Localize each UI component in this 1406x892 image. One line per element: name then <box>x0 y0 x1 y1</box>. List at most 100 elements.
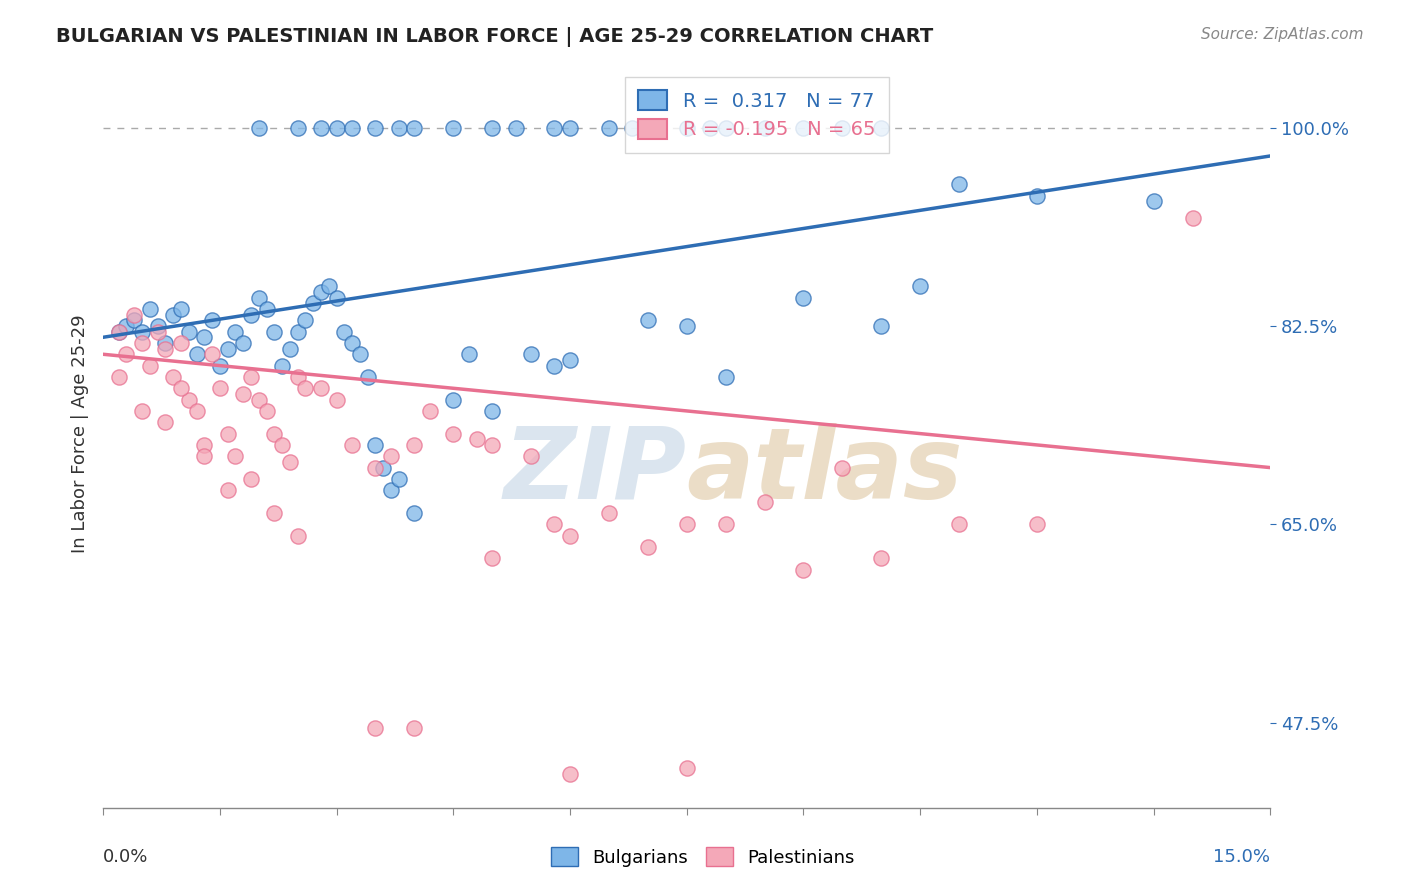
Point <box>792 291 814 305</box>
Point <box>325 120 347 135</box>
Point <box>263 426 285 441</box>
Point <box>170 381 193 395</box>
Point <box>754 494 776 508</box>
Point <box>870 551 893 566</box>
Point <box>598 120 620 135</box>
Point <box>675 761 697 775</box>
Point <box>263 325 285 339</box>
Y-axis label: In Labor Force | Age 25-29: In Labor Force | Age 25-29 <box>72 314 89 553</box>
Point <box>271 359 294 373</box>
Point <box>263 506 285 520</box>
Point <box>155 335 177 350</box>
Point <box>543 120 565 135</box>
Point <box>621 120 644 135</box>
Point <box>177 325 200 339</box>
Point <box>217 426 239 441</box>
Point <box>240 370 263 384</box>
Point <box>404 438 426 452</box>
Point <box>1026 517 1049 532</box>
Point <box>340 335 363 350</box>
Point <box>404 721 426 735</box>
Point <box>465 432 488 446</box>
Point <box>201 313 224 327</box>
Point <box>1143 194 1166 209</box>
Point <box>224 450 246 464</box>
Point <box>558 528 581 542</box>
Point <box>208 381 231 395</box>
Point <box>139 301 162 316</box>
Point <box>598 506 620 520</box>
Point <box>364 460 387 475</box>
Point <box>637 120 659 135</box>
Point <box>419 404 441 418</box>
Point <box>520 450 543 464</box>
Point <box>146 325 169 339</box>
Point <box>373 460 395 475</box>
Text: Source: ZipAtlas.com: Source: ZipAtlas.com <box>1201 27 1364 42</box>
Legend: Bulgarians, Palestinians: Bulgarians, Palestinians <box>544 840 862 874</box>
Point <box>131 325 153 339</box>
Point <box>247 120 270 135</box>
Point <box>505 120 527 135</box>
Point <box>278 455 301 469</box>
Point <box>217 483 239 498</box>
Point <box>558 766 581 780</box>
Point <box>714 120 737 135</box>
Point <box>558 353 581 368</box>
Point <box>107 370 129 384</box>
Point <box>139 359 162 373</box>
Point <box>232 387 254 401</box>
Point <box>637 540 659 554</box>
Point <box>364 120 387 135</box>
Point <box>294 381 316 395</box>
Point <box>240 308 263 322</box>
Point <box>155 415 177 429</box>
Point <box>520 347 543 361</box>
Point <box>948 517 970 532</box>
Point <box>481 404 503 418</box>
Point <box>481 120 503 135</box>
Point <box>309 285 332 299</box>
Point <box>754 120 776 135</box>
Point <box>404 120 426 135</box>
Point <box>364 721 387 735</box>
Text: BULGARIAN VS PALESTINIAN IN LABOR FORCE | AGE 25-29 CORRELATION CHART: BULGARIAN VS PALESTINIAN IN LABOR FORCE … <box>56 27 934 46</box>
Point <box>1181 211 1204 226</box>
Text: 0.0%: 0.0% <box>103 847 149 866</box>
Point <box>247 392 270 407</box>
Point <box>714 517 737 532</box>
Point <box>271 438 294 452</box>
Point <box>177 392 200 407</box>
Point <box>193 450 215 464</box>
Point <box>831 120 853 135</box>
Point <box>333 325 356 339</box>
Point <box>208 359 231 373</box>
Point <box>404 506 426 520</box>
Point <box>948 178 970 192</box>
Point <box>201 347 224 361</box>
Point <box>224 325 246 339</box>
Point <box>287 370 309 384</box>
Point <box>170 335 193 350</box>
Point <box>186 404 208 418</box>
Point <box>294 313 316 327</box>
Text: atlas: atlas <box>686 423 963 519</box>
Point <box>247 291 270 305</box>
Text: 15.0%: 15.0% <box>1213 847 1271 866</box>
Point <box>217 342 239 356</box>
Point <box>908 279 931 293</box>
Legend: R =  0.317   N = 77, R = -0.195   N = 65: R = 0.317 N = 77, R = -0.195 N = 65 <box>624 77 889 153</box>
Text: ZIP: ZIP <box>503 423 686 519</box>
Point <box>146 318 169 333</box>
Point <box>240 472 263 486</box>
Point <box>870 318 893 333</box>
Point <box>155 342 177 356</box>
Point <box>792 120 814 135</box>
Point <box>543 359 565 373</box>
Point <box>349 347 371 361</box>
Point <box>558 120 581 135</box>
Point <box>364 438 387 452</box>
Point <box>186 347 208 361</box>
Point <box>318 279 340 293</box>
Point <box>481 438 503 452</box>
